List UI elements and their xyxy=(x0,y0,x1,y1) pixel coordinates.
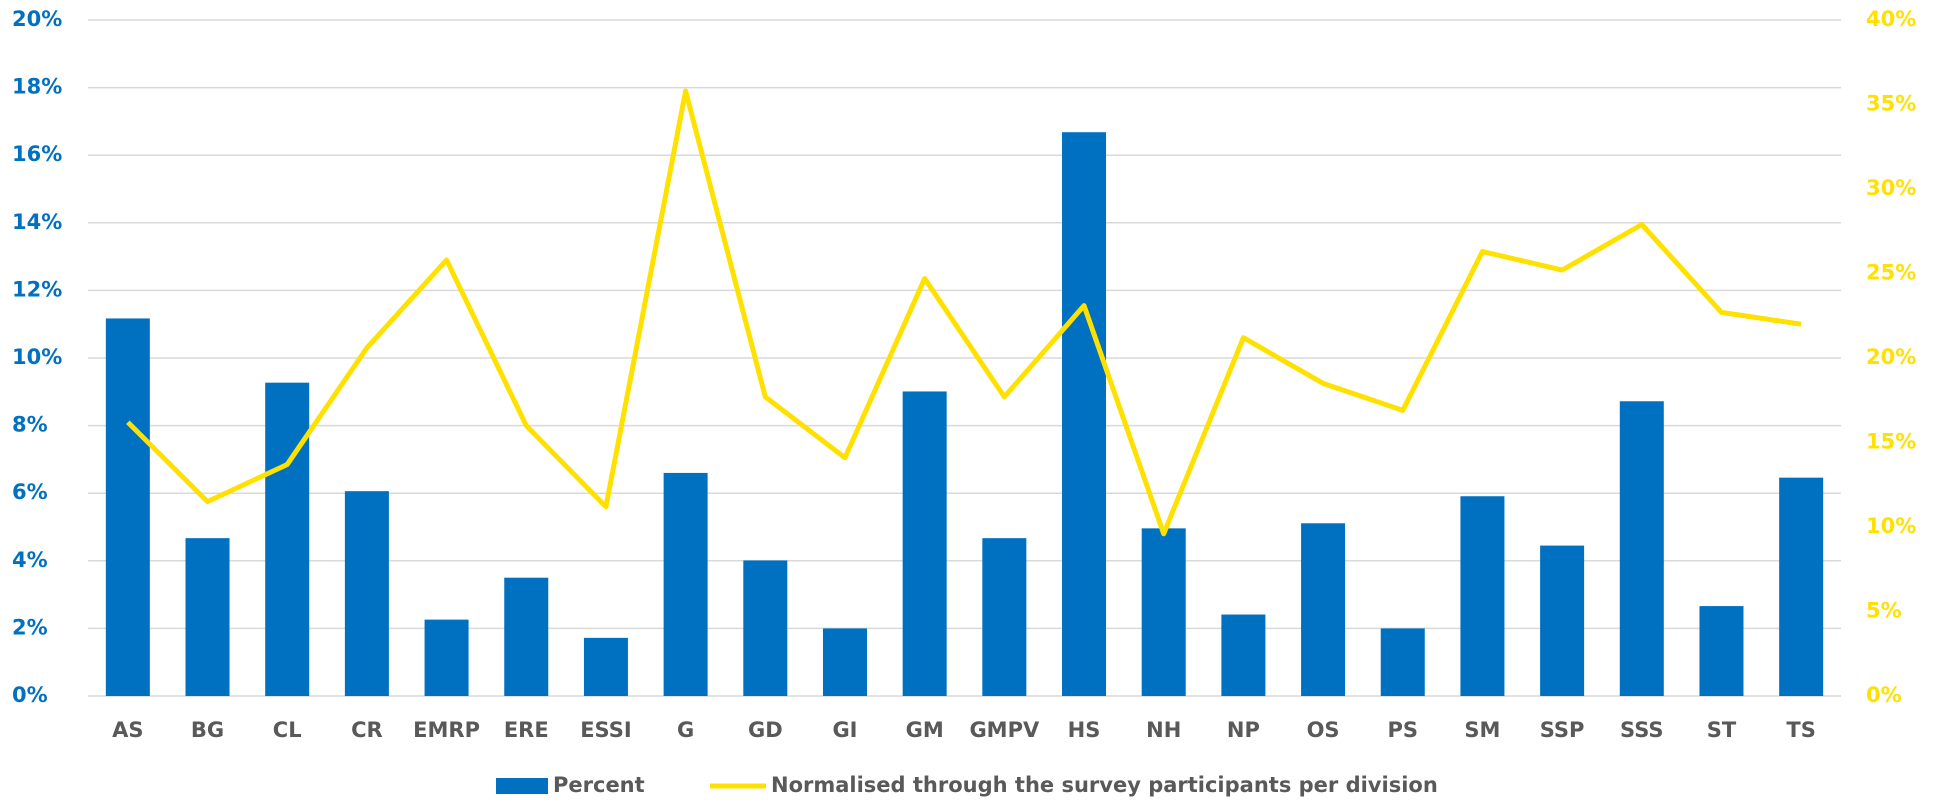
bar xyxy=(424,619,469,696)
bar xyxy=(583,637,628,696)
bar xyxy=(663,472,708,696)
y2-tick-label: 40% xyxy=(1866,7,1916,31)
x-tick-label: G xyxy=(677,718,694,742)
legend-label: Normalised through the survey participan… xyxy=(771,773,1438,797)
x-tick-label: CR xyxy=(351,718,383,742)
x-tick-label: TS xyxy=(1786,718,1815,742)
y2-tick-label: 35% xyxy=(1866,92,1916,116)
y-tick-label: 6% xyxy=(12,480,48,504)
y-tick-label: 4% xyxy=(12,548,48,572)
y-tick-label: 8% xyxy=(12,413,48,437)
legend-label: Percent xyxy=(553,773,645,797)
x-tick-label: NP xyxy=(1227,718,1260,742)
bar xyxy=(1062,132,1107,696)
x-tick-label: AS xyxy=(112,718,143,742)
x-tick-label: SSS xyxy=(1620,718,1664,742)
legend-swatch xyxy=(496,778,548,794)
bar xyxy=(822,628,867,696)
y-tick-label: 16% xyxy=(12,142,62,166)
bar xyxy=(1141,528,1186,696)
x-tick-label: ST xyxy=(1707,718,1737,742)
bar xyxy=(1221,614,1266,696)
x-tick-label: GI xyxy=(832,718,857,742)
bar xyxy=(185,538,230,696)
y-tick-label: 14% xyxy=(12,210,62,234)
bar xyxy=(1619,401,1664,696)
x-tick-label: GMPV xyxy=(969,718,1040,742)
y-tick-label: 0% xyxy=(12,683,48,707)
y-tick-label: 10% xyxy=(12,345,62,369)
bar xyxy=(902,391,947,696)
bar xyxy=(504,577,549,696)
bar xyxy=(344,491,389,696)
x-tick-label: ERE xyxy=(504,718,549,742)
bar xyxy=(105,318,150,696)
x-tick-label: GM xyxy=(906,718,944,742)
y2-tick-label: 10% xyxy=(1866,514,1916,538)
bar xyxy=(1699,606,1744,696)
x-tick-label: EMRP xyxy=(413,718,480,742)
y2-tick-label: 5% xyxy=(1866,599,1902,623)
y2-tick-label: 25% xyxy=(1866,261,1916,285)
bar xyxy=(265,382,310,696)
line-series xyxy=(126,88,1802,537)
y2-tick-label: 0% xyxy=(1866,683,1902,707)
bar xyxy=(982,538,1027,696)
y-tick-label: 18% xyxy=(12,75,62,99)
y2-tick-label: 30% xyxy=(1866,176,1916,200)
x-tick-label: GD xyxy=(748,718,783,742)
x-tick-label: NH xyxy=(1146,718,1181,742)
bar xyxy=(1779,477,1824,696)
y-tick-label: 20% xyxy=(12,7,62,31)
y-tick-label: 12% xyxy=(12,277,62,301)
bar xyxy=(1301,523,1346,696)
x-tick-label: OS xyxy=(1307,718,1340,742)
bar xyxy=(743,560,788,696)
x-tick-label: HS xyxy=(1068,718,1101,742)
bar xyxy=(1460,496,1505,696)
x-tick-label: SSP xyxy=(1540,718,1585,742)
x-tick-label: CL xyxy=(273,718,302,742)
bar xyxy=(1540,545,1585,696)
bar xyxy=(1380,628,1425,696)
y2-tick-label: 20% xyxy=(1866,345,1916,369)
x-tick-label: ESSI xyxy=(580,718,631,742)
x-tick-label: PS xyxy=(1387,718,1418,742)
x-tick-label: SM xyxy=(1464,718,1500,742)
y2-tick-label: 15% xyxy=(1866,430,1916,454)
x-tick-label: BG xyxy=(191,718,224,742)
y-tick-label: 2% xyxy=(12,615,48,639)
